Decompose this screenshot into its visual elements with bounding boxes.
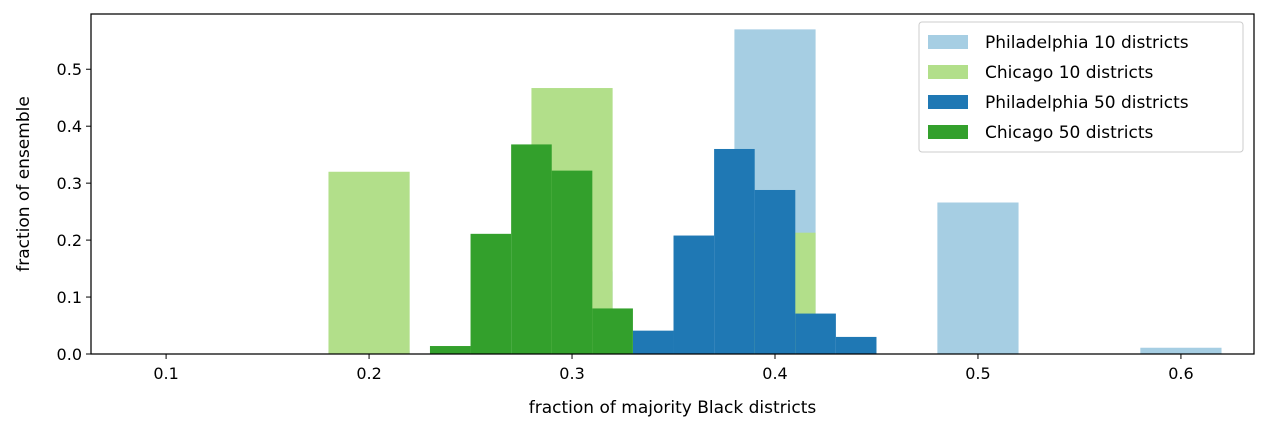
y-tick-label: 0.2 [57,231,82,250]
y-tick-label: 0.5 [57,60,82,79]
bar-series-4-point-1 [429,346,471,354]
x-tick-label: 0.5 [965,364,990,383]
y-tick-label: 0.4 [57,117,82,136]
x-tick-label: 0.1 [153,364,178,383]
bar-series-3-point-4 [754,189,796,354]
bars-layer [328,29,1222,354]
legend-label: Chicago 50 districts [985,123,1154,143]
x-axis-label: fraction of majority Black districts [529,398,817,418]
bar-series-3-point-6 [835,336,877,354]
y-axis-label: fraction of ensemble [14,96,34,272]
legend-label: Philadelphia 50 districts [985,93,1189,113]
legend-label: Philadelphia 10 districts [985,33,1189,53]
bar-series-4-point-2 [470,233,512,354]
x-axis-ticks: 0.1 0.2 0.3 0.4 0.5 0.6 [153,354,1194,383]
bar-series-2-point-1 [328,171,410,354]
x-tick-label: 0.6 [1168,364,1193,383]
y-tick-label: 0.3 [57,174,82,193]
legend-swatch [928,65,968,79]
legend-box [918,21,1244,153]
series-3 [632,148,877,354]
y-tick-label: 0.1 [57,288,82,307]
x-tick-label: 0.4 [762,364,787,383]
x-tick-label: 0.3 [559,364,584,383]
bar-series-1-point-5 [1140,347,1222,354]
bar-series-1-point-4 [937,202,1019,354]
bar-series-4-point-4 [551,170,593,354]
y-tick-label: 0.0 [57,345,82,364]
legend-swatch [928,95,968,109]
series-4 [429,144,633,354]
legend-swatch [928,125,968,139]
bar-series-3-point-5 [795,313,836,354]
y-axis-ticks: 0.0 0.1 0.2 0.3 0.4 0.5 [57,60,91,364]
x-tick-label: 0.2 [356,364,381,383]
bar-series-4-point-5 [592,308,633,354]
legend-label: Chicago 10 districts [985,63,1154,83]
bar-series-3-point-2 [673,235,715,354]
bar-series-4-point-3 [511,144,552,354]
legend-swatch [928,35,968,49]
plot-frame [90,13,1255,355]
bar-series-3-point-3 [714,148,755,354]
bar-series-3-point-1 [632,330,674,354]
legend: Philadelphia 10 districts Chicago 10 dist… [918,21,1244,153]
